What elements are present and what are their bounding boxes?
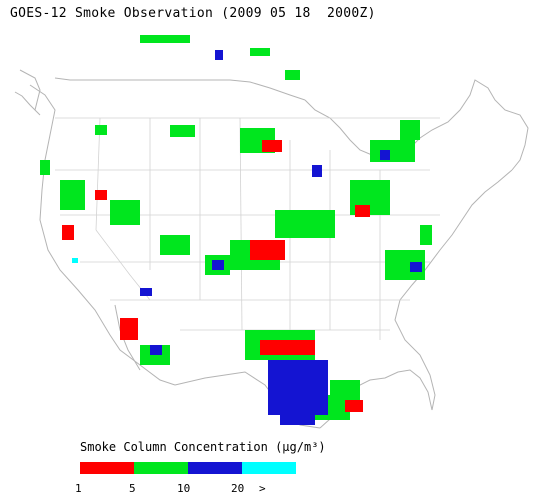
map-title: GOES-12 Smoke Observation (2009 05 18 20… [10, 6, 376, 21]
legend-tick-1: 1 [75, 482, 82, 495]
legend-tick-10: 10 [177, 482, 191, 495]
legend-title: Smoke Column Concentration (μg/m³) [80, 440, 326, 454]
legend-tick-5: 5 [129, 482, 136, 495]
legend-tick-20: 20 [231, 482, 245, 495]
legend-tick-gt: > [259, 482, 266, 495]
smoke-pixels [40, 35, 432, 425]
